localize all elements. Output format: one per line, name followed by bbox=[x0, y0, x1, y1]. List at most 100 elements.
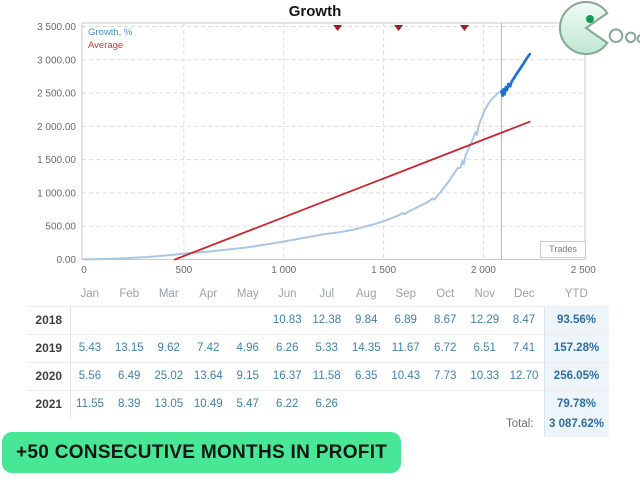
y-tick-label: 500.00 bbox=[45, 222, 76, 233]
month-column-header: Oct bbox=[436, 288, 455, 301]
month-value-cell: 7.41 bbox=[512, 342, 536, 354]
month-column-header: Mar bbox=[158, 288, 179, 301]
year-label: 2021 bbox=[28, 390, 71, 418]
y-tick-label: 2 000.00 bbox=[37, 122, 76, 133]
month-value-cell: 7.73 bbox=[434, 370, 457, 382]
month-value-cell: 9.15 bbox=[236, 370, 259, 382]
month-value-cell bbox=[189, 306, 229, 334]
month-value-cell: 10.33 bbox=[470, 370, 500, 382]
month-column-header: May bbox=[236, 288, 259, 301]
event-marker-icon bbox=[459, 25, 469, 31]
month-column-header: Nov bbox=[474, 288, 495, 301]
pacman-dot-icon bbox=[608, 28, 624, 44]
month-value-cell: 12.70 bbox=[509, 370, 539, 382]
month-value-cell: 13.64 bbox=[193, 370, 223, 382]
month-value-cell bbox=[70, 306, 110, 334]
table-row-2021: 2021 11.55 8.39 13.05 10.49 5.47 6.22 6.26 79.78… bbox=[28, 390, 609, 418]
x-axis-label: Trades bbox=[540, 241, 586, 258]
month-value-cell: 10.43 bbox=[391, 370, 421, 382]
ytd-value-cell: 157.28% bbox=[543, 334, 609, 362]
month-value-cell: 6.22 bbox=[276, 398, 299, 411]
y-tick-label: 0.00 bbox=[57, 255, 77, 266]
ytd-spacer-cell bbox=[543, 430, 609, 437]
month-value-cell bbox=[386, 390, 426, 418]
year-label: 2018 bbox=[28, 306, 71, 334]
month-value-cell bbox=[228, 306, 268, 334]
month-value-cell: 6.26 bbox=[315, 398, 338, 411]
month-value-cell: 7.42 bbox=[197, 342, 220, 354]
month-value-cell: 4.96 bbox=[236, 342, 259, 354]
table-row-2018: 2018 10.83 12.38 9.84 6.89 8.67 12.29 8.47 93.56… bbox=[28, 306, 609, 334]
chart-title: Growth bbox=[288, 3, 342, 20]
month-value-cell: 12.29 bbox=[470, 314, 500, 326]
x-tick-label: 1 000 bbox=[271, 265, 296, 276]
month-value-cell: 5.56 bbox=[78, 370, 102, 382]
y-tick-label: 3 500.00 bbox=[37, 22, 76, 33]
table-row-2019: 2019 5.43 13.15 9.62 7.42 4.96 6.26 5.33 14.35 11… bbox=[28, 334, 609, 362]
event-marker-icon bbox=[394, 25, 404, 31]
y-tick-label: 2 500.00 bbox=[37, 89, 76, 100]
month-value-cell bbox=[347, 390, 387, 418]
legend-item-growth: Growth, % bbox=[88, 27, 133, 38]
month-value-cell: 9.62 bbox=[157, 342, 180, 354]
table-row-2020: 2020 5.56 6.49 25.02 13.64 9.15 16.37 11.58 6.35… bbox=[28, 362, 609, 390]
month-value-cell: 9.84 bbox=[355, 314, 378, 326]
month-value-cell: 6.26 bbox=[276, 342, 299, 354]
month-value-cell: 11.58 bbox=[312, 370, 341, 382]
pacman-logo-icon bbox=[559, 1, 640, 55]
year-label: 2020 bbox=[28, 362, 71, 390]
month-column-header: Sep bbox=[395, 288, 416, 301]
month-value-cell: 5.47 bbox=[236, 398, 259, 411]
month-value-cell: 16.37 bbox=[272, 370, 302, 382]
series-line-0 bbox=[83, 90, 503, 261]
x-tick-label: 2 000 bbox=[471, 265, 496, 276]
ytd-value-cell: 93.56% bbox=[543, 306, 609, 334]
y-tick-label: 1 500.00 bbox=[37, 155, 76, 166]
month-column-header: Dec bbox=[514, 288, 535, 301]
month-value-cell: 13.05 bbox=[154, 398, 184, 411]
plot-border bbox=[81, 22, 586, 260]
month-column-header: Apr bbox=[199, 288, 218, 301]
profit-banner: +50 CONSECUTIVE MONTHS IN PROFIT bbox=[2, 432, 402, 473]
y-tick-label: 3 000.00 bbox=[37, 55, 76, 66]
month-value-cell: 14.35 bbox=[351, 342, 381, 354]
month-column-header: Feb bbox=[119, 288, 140, 301]
month-value-cell: 13.15 bbox=[114, 342, 144, 354]
month-value-cell bbox=[149, 306, 189, 334]
month-value-cell: 10.49 bbox=[193, 398, 223, 411]
month-value-cell bbox=[505, 390, 545, 418]
table-spacer-row bbox=[28, 430, 609, 437]
month-value-cell: 25.02 bbox=[154, 370, 184, 382]
month-column-header: Aug bbox=[356, 288, 377, 301]
month-column-header: Jan bbox=[80, 288, 100, 301]
month-value-cell: 6.35 bbox=[355, 370, 378, 382]
month-value-cell: 5.43 bbox=[78, 342, 102, 354]
month-value-cell: 8.39 bbox=[118, 398, 141, 411]
month-value-cell bbox=[465, 390, 505, 418]
table-header-row: Jan Feb Mar Apr May Jun Jul Aug Sep Oct Nov Dec YTD bbox=[28, 283, 609, 306]
month-value-cell: 6.49 bbox=[118, 370, 141, 382]
series-line-1 bbox=[500, 52, 532, 97]
event-marker-icon bbox=[333, 25, 343, 31]
pacman-eye-icon bbox=[586, 15, 594, 23]
ytd-value-cell: 79.78% bbox=[543, 390, 609, 418]
ytd-column-header: YTD bbox=[564, 288, 588, 301]
month-value-cell: 6.89 bbox=[394, 314, 417, 326]
legend-item-average: Average bbox=[88, 40, 124, 51]
month-value-cell bbox=[426, 390, 466, 418]
month-value-cell: 11.67 bbox=[391, 342, 420, 354]
total-row: Total: 3 087.62% bbox=[28, 418, 609, 430]
y-tick-label: 1 000.00 bbox=[37, 188, 76, 199]
month-value-cell: 8.67 bbox=[434, 314, 457, 326]
month-value-cell: 12.38 bbox=[312, 314, 342, 326]
month-value-cell: 6.51 bbox=[473, 342, 496, 354]
total-value: 3 087.62% bbox=[543, 418, 609, 430]
series-line-2 bbox=[173, 120, 531, 261]
pacman-dot-icon bbox=[625, 31, 637, 43]
month-value-cell: 10.83 bbox=[272, 314, 302, 326]
x-tick-label: 1 500 bbox=[371, 265, 396, 276]
pacman-body-icon bbox=[559, 1, 609, 55]
pacman-dot-icon bbox=[636, 34, 640, 44]
month-value-cell: 5.33 bbox=[315, 342, 338, 354]
